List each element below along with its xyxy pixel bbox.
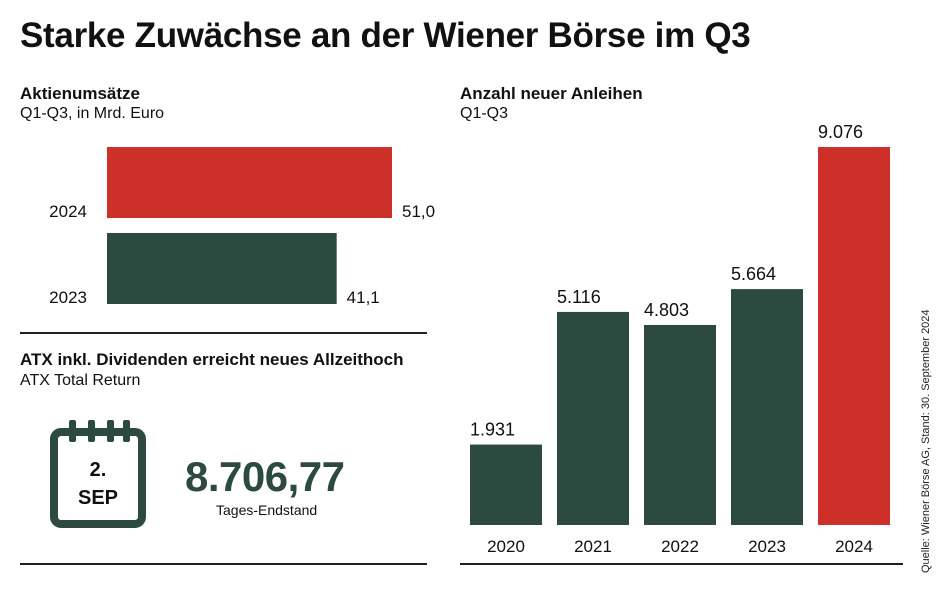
source-note: Quelle: Wiener Börse AG, Stand: 30. Sept… [920, 309, 932, 573]
bar-2023 [107, 233, 337, 304]
calendar-day: 2. [90, 459, 107, 481]
calendar-icon: 2. SEP [50, 420, 146, 528]
atx-subtitle: ATX Total Return [20, 372, 141, 389]
bar-2023 [731, 289, 803, 525]
calendar-month: SEP [78, 487, 118, 509]
bonds-subtitle: Q1-Q3 [460, 105, 509, 122]
atx-title: ATX inkl. Dividenden erreicht neues Allz… [20, 350, 404, 369]
value-label-2024: 51,0 [402, 202, 435, 221]
category-label-2024: 2024 [835, 537, 873, 556]
value-label-2022: 4.803 [644, 300, 689, 320]
category-label-2023: 2023 [748, 537, 786, 556]
atx-value: 8.706,77 [185, 453, 345, 500]
stock-turnover-chart: 2024 51,0 2023 41,1 [49, 147, 435, 307]
category-label-2020: 2020 [487, 537, 525, 556]
bar-2020 [470, 444, 542, 525]
divider-right-bottom [460, 563, 903, 565]
category-label-2024: 2024 [49, 202, 87, 221]
stock-turnover-title: Aktienumsätze [20, 84, 140, 103]
value-label-2021: 5.116 [557, 287, 601, 307]
category-label-2021: 2021 [574, 537, 612, 556]
value-label-2023: 5.664 [731, 264, 776, 284]
page-title: Starke Zuwächse an der Wiener Börse im Q… [20, 16, 751, 55]
bonds-chart: 1.931 2020 5.116 2021 4.803 2022 5.664 2023 9.07… [470, 122, 890, 556]
stock-turnover-subtitle: Q1-Q3, in Mrd. Euro [20, 105, 165, 122]
divider-left-bottom [20, 563, 427, 565]
value-label-2023: 41,1 [347, 288, 380, 307]
bar-2024 [818, 147, 890, 525]
category-label-2023: 2023 [49, 288, 87, 307]
divider-left-top [20, 332, 427, 334]
bar-2021 [557, 311, 629, 525]
bonds-title: Anzahl neuer Anleihen [460, 84, 643, 103]
category-label-2022: 2022 [661, 537, 699, 556]
bar-2024 [107, 147, 392, 218]
value-label-2024: 9.076 [818, 122, 863, 142]
bar-2022 [644, 324, 716, 525]
value-label-2020: 1.931 [470, 420, 515, 440]
atx-caption: Tages-Endstand [216, 502, 318, 518]
